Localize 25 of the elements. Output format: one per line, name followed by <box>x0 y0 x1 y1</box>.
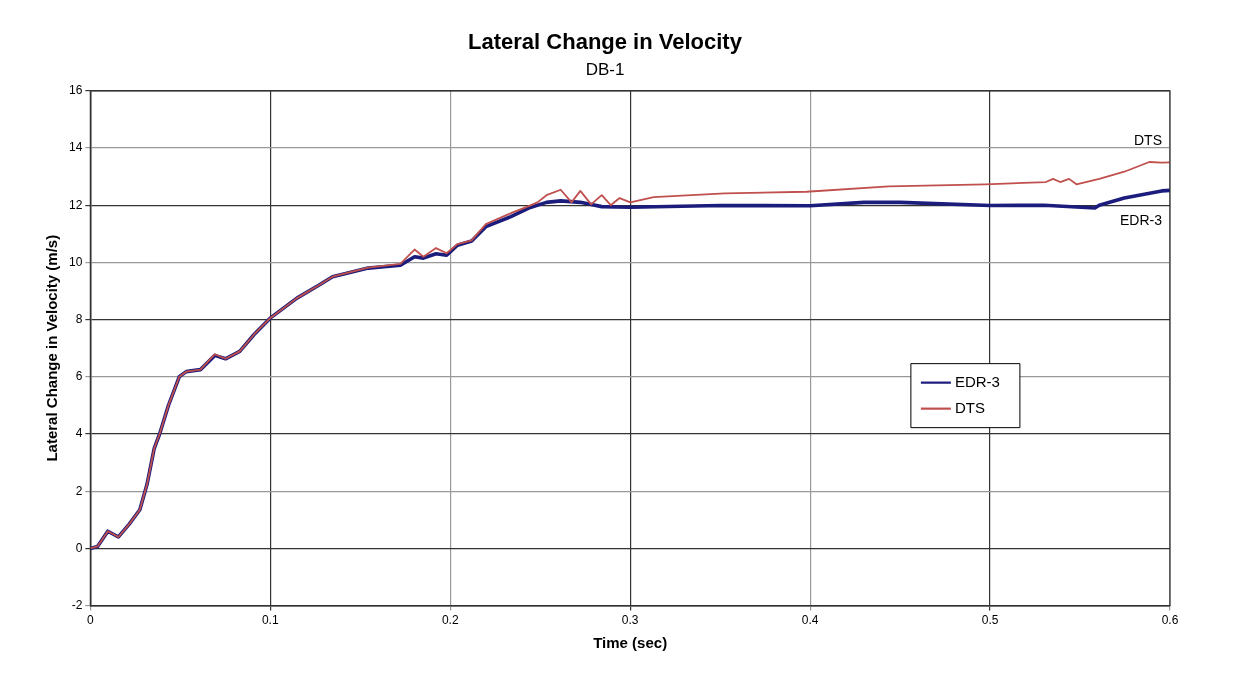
chart-subtitle: DB-1 <box>585 60 625 80</box>
x-tick-label: 0.6 <box>1161 613 1179 628</box>
y-tick-label: 0 <box>75 540 83 555</box>
y-tick-label: 10 <box>68 254 83 269</box>
x-tick-label: 0 <box>87 613 94 628</box>
y-tick-label: 2 <box>75 483 83 498</box>
y-tick-label: 8 <box>75 311 83 326</box>
y-tick-label: 14 <box>68 140 83 155</box>
annotation: EDR-3 <box>1119 212 1163 229</box>
y-tick-label: 12 <box>68 197 83 212</box>
x-tick-label: 0.1 <box>261 613 279 628</box>
legend-label: EDR-3 <box>954 372 1000 390</box>
legend-label: DTS <box>954 398 985 416</box>
y-tick-label: -2 <box>71 597 83 612</box>
y-axis-title: Lateral Change in Velocity (m/s) <box>43 234 61 462</box>
y-tick-label: 4 <box>75 426 83 441</box>
y-tick-label: 16 <box>68 83 83 98</box>
x-tick-label: 0.4 <box>801 613 819 628</box>
y-tick-label: 6 <box>75 369 83 384</box>
x-tick-label: 0.3 <box>621 613 639 628</box>
x-axis-title: Time (sec) <box>593 634 668 652</box>
x-tick-label: 0.2 <box>441 613 459 628</box>
annotation: DTS <box>1134 132 1162 149</box>
chart-title: Lateral Change in Velocity <box>468 29 743 55</box>
x-tick-label: 0.5 <box>981 613 999 628</box>
